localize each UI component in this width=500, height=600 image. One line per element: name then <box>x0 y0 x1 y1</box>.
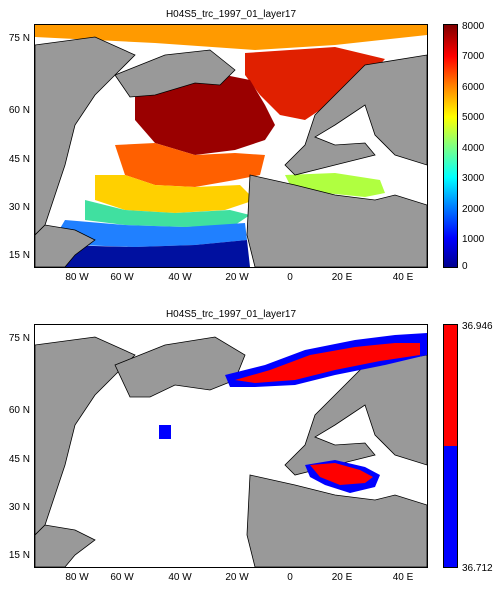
bottom-map-title: H04S5_trc_1997_01_layer17 <box>165 309 297 320</box>
top-lat-label: 60 N <box>8 105 30 116</box>
top-lon-label: 40 W <box>168 272 192 283</box>
bottom-land <box>35 336 427 567</box>
top-colorbar-tick: 8000 <box>462 21 485 32</box>
bottom-lon-label: 40 E <box>392 572 414 583</box>
top-map-title: H04S5_trc_1997_01_layer17 <box>165 9 297 20</box>
top-colorbar-tick: 3000 <box>462 173 485 184</box>
top-lon-label: 40 E <box>392 272 414 283</box>
top-colorbar-tick: 5000 <box>462 112 485 123</box>
top-map-svg <box>35 25 427 267</box>
top-colorbar-tick: 7000 <box>462 51 485 62</box>
top-lon-label: 20 E <box>331 272 353 283</box>
bottom-lon-label: 80 W <box>65 572 89 583</box>
bottom-lat-label: 45 N <box>8 454 30 465</box>
bottom-map-panel: H04S5_trc_1997_01_layer17 75 N 6 <box>0 300 500 600</box>
top-colorbar-tick: 1000 <box>462 234 485 245</box>
top-lon-label: 20 W <box>225 272 249 283</box>
bottom-lon-label: 40 W <box>168 572 192 583</box>
top-colorbar-tick: 6000 <box>462 82 485 93</box>
top-colorbar <box>443 24 458 268</box>
top-lat-label: 75 N <box>8 33 30 44</box>
top-lon-label: 60 W <box>110 272 134 283</box>
top-lon-label: 0 <box>287 272 293 283</box>
top-lat-label: 15 N <box>8 250 30 261</box>
top-colorbar-tick: 2000 <box>462 204 485 215</box>
bottom-data-field <box>159 333 427 493</box>
top-lat-label: 30 N <box>8 202 30 213</box>
bottom-lat-label: 15 N <box>8 550 30 561</box>
top-colorbar-tick: 4000 <box>462 143 485 154</box>
bottom-lon-label: 60 W <box>110 572 134 583</box>
bottom-colorbar-tick: 36.712 <box>462 563 493 574</box>
bottom-colorbar <box>443 324 458 568</box>
bottom-colorbar-tick: 36.946 <box>462 321 493 332</box>
bottom-lat-label: 30 N <box>8 502 30 513</box>
bottom-map-plot <box>34 324 428 568</box>
bottom-lat-label: 75 N <box>8 333 30 344</box>
bottom-lon-label: 0 <box>287 572 293 583</box>
top-map-panel: H04S5_trc_1997_01_layer17 <box>8 9 485 283</box>
bottom-map-svg <box>35 325 427 567</box>
top-colorbar-tick: 0 <box>462 261 468 272</box>
bottom-lat-label: 60 N <box>8 405 30 416</box>
top-lat-label: 45 N <box>8 154 30 165</box>
top-map-plot <box>34 24 428 268</box>
bottom-lon-label: 20 E <box>331 572 353 583</box>
top-land <box>35 36 427 267</box>
bottom-lon-label: 20 W <box>225 572 249 583</box>
top-data-field <box>35 25 427 267</box>
top-lon-label: 80 W <box>65 272 89 283</box>
